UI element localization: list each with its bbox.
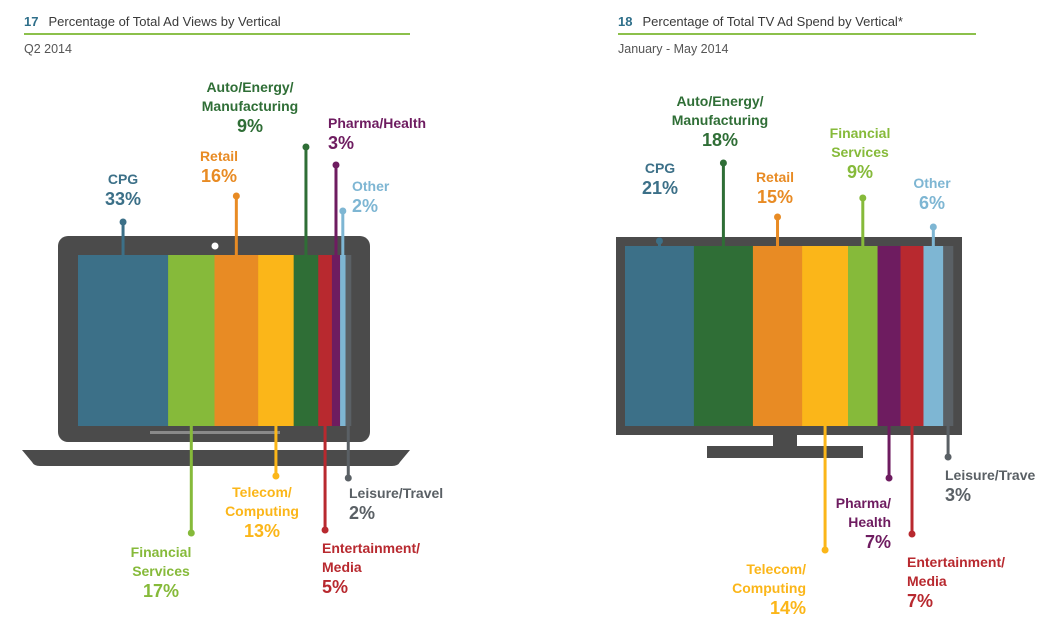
chart-18-label-retail: Retail 15% — [756, 169, 794, 207]
chart-18-leader-dot-financial-services — [859, 194, 867, 202]
chart-18-label-pharma-health: Pharma/Health 7% — [836, 495, 891, 552]
chart-18-bar-cpg — [625, 246, 695, 426]
chart-18-bars — [625, 246, 954, 426]
chart-17-value-cpg: 33% — [105, 189, 141, 209]
chart-18-bar-financial-services — [848, 246, 878, 426]
chart-17-value-financial-services: 17% — [143, 581, 179, 601]
chart-18-value-telecom-computing: 14% — [770, 598, 806, 618]
chart-18-value-other: 6% — [919, 193, 945, 213]
chart-17-leader-dot-other — [339, 207, 347, 215]
chart-18-bar-auto-energy-manufacturing — [693, 246, 754, 426]
chart-17-leader-dot-entertainment-media — [321, 526, 329, 534]
chart-17-leader-dot-retail — [232, 192, 240, 200]
chart-18-label-telecom-computing: Telecom/Computing 14% — [732, 561, 806, 618]
chart-17-subtitle: Q2 2014 — [24, 41, 72, 56]
chart-18-title-line: 18 Percentage of Total TV Ad Spend by Ver… — [618, 14, 976, 29]
chart-18-value-auto-energy-manufacturing: 18% — [702, 130, 738, 150]
chart-17-label-other: Other 2% — [352, 178, 390, 216]
chart-18-value-pharma-health: 7% — [865, 532, 891, 552]
chart-17-value-leisure-travel: 2% — [349, 503, 375, 523]
chart-18-label-financial-services: Financial Services 9% — [830, 125, 891, 182]
chart-17-bars — [78, 255, 352, 426]
chart-18-label-other: Other 6% — [913, 175, 951, 213]
chart-17-bar-pharma-health — [331, 255, 341, 426]
chart-18-leader-dot-telecom-computing — [821, 546, 829, 554]
chart-18-bar-other — [923, 246, 944, 426]
chart-17-title: Percentage of Total Ad Views by Vertical — [48, 14, 281, 29]
chart-17-leader-dot-auto-energy-manufacturing — [302, 143, 310, 151]
chart-18-value-financial-services: 9% — [847, 162, 873, 182]
chart-18-bar-retail — [752, 246, 803, 426]
chart-17-bar-telecom-computing — [258, 255, 294, 426]
chart-18-leader-dot-other — [929, 223, 937, 231]
laptop-camera-dot — [211, 242, 219, 250]
chart-17-value-entertainment-media: 5% — [322, 577, 348, 597]
chart-17-label-leisure-travel: Leisure/Travel 2% — [349, 485, 443, 523]
chart-18-value-leisure-travel: 3% — [945, 485, 971, 505]
chart-18-leader-dot-leisure-travel — [944, 453, 952, 461]
chart-18-label-auto-energy-manufacturing: Auto/Energy/Manufacturing 18% — [672, 93, 768, 150]
chart-17-bar-entertainment-media — [318, 255, 333, 426]
chart-18-number: 18 — [618, 14, 633, 29]
tv-stand-base — [707, 446, 863, 458]
chart-17-label-entertainment-media: Entertainment/Media 5% — [322, 540, 420, 597]
laptop-base — [22, 450, 410, 466]
chart-17-value-other: 2% — [352, 196, 378, 216]
chart-17-bar-other — [340, 255, 346, 426]
chart-18-value-cpg: 21% — [642, 178, 678, 198]
tv-stand-neck — [773, 434, 797, 446]
chart-18-title: Percentage of Total TV Ad Spend by Verti… — [642, 14, 903, 29]
chart-17-label-cpg: CPG 33% — [105, 171, 141, 209]
chart-18-leader-dot-retail — [774, 213, 782, 221]
chart-17-label-retail: Retail 16% — [200, 148, 238, 186]
chart-18-bar-leisure-travel — [943, 246, 954, 426]
chart-18-subtitle: January - May 2014 — [618, 41, 729, 56]
chart-17-label-financial-services: Financial Services 17% — [131, 544, 192, 601]
chart-17-title-rule — [24, 33, 410, 35]
chart-18-leader-dot-pharma-health — [885, 474, 893, 482]
chart-17-value-auto-energy-manufacturing: 9% — [237, 116, 263, 136]
chart-18-bar-entertainment-media — [900, 246, 924, 426]
chart-18-leader-dot-entertainment-media — [908, 530, 916, 538]
chart-18-title-rule — [618, 33, 976, 35]
chart-17-bar-leisure-travel — [345, 255, 352, 426]
chart-18-value-retail: 15% — [757, 187, 793, 207]
chart-18-bar-pharma-health — [877, 246, 901, 426]
chart-17-leader-dot-financial-services — [187, 529, 195, 537]
chart-17-value-retail: 16% — [201, 166, 237, 186]
chart-17-header: 17 Percentage of Total Ad Views by Vertic… — [24, 14, 410, 56]
chart-18-leader-dot-cpg — [655, 237, 663, 245]
chart-17-label-pharma-health: Pharma/Health 3% — [328, 115, 426, 153]
chart-17-number: 17 — [24, 14, 39, 29]
chart-17-leader-dot-leisure-travel — [344, 474, 352, 482]
chart-17-leader-dot-telecom-computing — [272, 472, 280, 480]
chart-labels: CPG 33% Financial Services 17% Retail 16% Telec… — [105, 79, 1036, 618]
chart-17-bar-financial-services — [168, 255, 215, 426]
chart-18-label-leisure-travel: Leisure/Trave 3% — [945, 467, 1035, 505]
chart-17-value-pharma-health: 3% — [328, 133, 354, 153]
chart-17-title-line: 17 Percentage of Total Ad Views by Vertic… — [24, 14, 410, 29]
chart-18-leader-dot-auto-energy-manufacturing — [719, 159, 727, 167]
chart-17-leader-dot-cpg — [119, 218, 127, 226]
chart-17-bar-cpg — [78, 255, 169, 426]
chart-18-value-entertainment-media: 7% — [907, 591, 933, 611]
laptop-hinge — [150, 431, 280, 434]
chart-17-value-telecom-computing: 13% — [244, 521, 280, 541]
chart-17-bar-retail — [214, 255, 259, 426]
chart-18-label-entertainment-media: Entertainment/Media 7% — [907, 554, 1005, 611]
chart-17-label-telecom-computing: Telecom/Computing 13% — [225, 484, 299, 541]
chart-18-bar-telecom-computing — [802, 246, 849, 426]
chart-17-label-auto-energy-manufacturing: Auto/Energy/Manufacturing 9% — [202, 79, 298, 136]
chart-18-header: 18 Percentage of Total TV Ad Spend by Ver… — [618, 14, 976, 56]
chart-17-bar-auto-energy-manufacturing — [293, 255, 319, 426]
chart-18-label-cpg: CPG 21% — [642, 160, 678, 198]
chart-17-leader-dot-pharma-health — [332, 161, 340, 169]
